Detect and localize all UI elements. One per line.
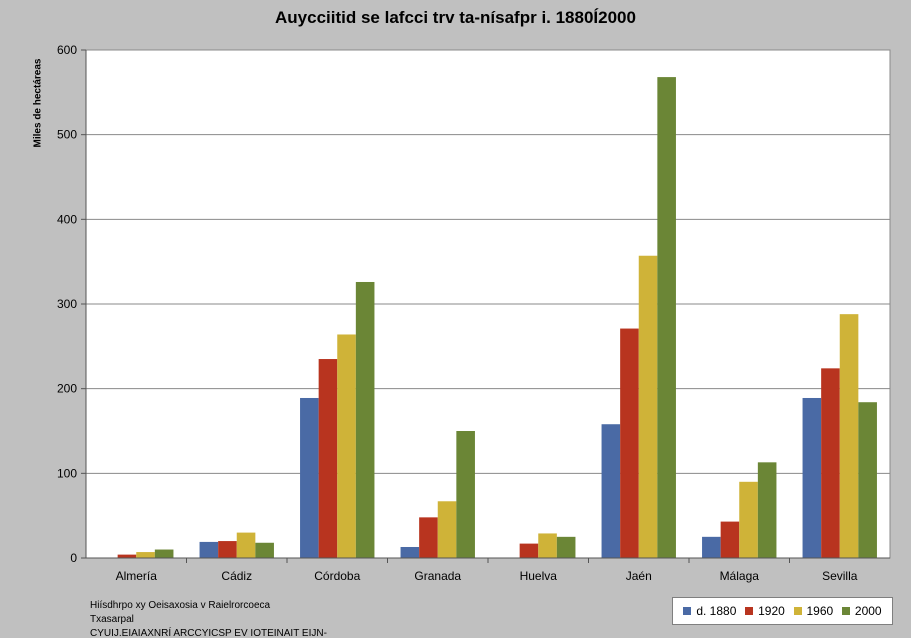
bar xyxy=(154,549,174,558)
bar xyxy=(601,424,621,558)
bar xyxy=(538,533,557,558)
y-tick-label: 200 xyxy=(57,382,77,396)
legend-swatch xyxy=(841,607,850,615)
bar xyxy=(556,536,576,558)
bar xyxy=(519,543,539,558)
legend-item: 1920 xyxy=(745,604,785,618)
legend-item: 2000 xyxy=(841,604,882,618)
bar xyxy=(117,554,137,558)
bar xyxy=(739,481,758,558)
bar xyxy=(757,462,777,558)
bar xyxy=(236,532,256,558)
legend-item: d. 1880 xyxy=(683,604,736,618)
legend-label: 2000 xyxy=(854,604,882,618)
bar xyxy=(300,397,319,558)
legend: d. 1880 1920 1960 2000 xyxy=(672,597,893,625)
x-tick-label: Huelva xyxy=(520,569,558,583)
bar xyxy=(318,359,338,558)
bar xyxy=(218,541,237,558)
bar xyxy=(802,397,822,558)
bar xyxy=(437,501,457,558)
x-tick-label: Almería xyxy=(116,569,158,583)
legend-label: 1960 xyxy=(806,604,834,618)
bar xyxy=(355,281,375,558)
x-tick-label: Córdoba xyxy=(314,569,360,583)
bar xyxy=(199,541,219,558)
bar xyxy=(839,314,859,558)
x-tick-label: Málaga xyxy=(720,569,760,583)
legend-label: 1920 xyxy=(758,604,785,618)
source-line-1: Hiísdhrpo xy Oeisaxosia v Raielrorcoeca xyxy=(90,600,271,611)
bar xyxy=(337,334,356,558)
x-tick-label: Granada xyxy=(414,569,461,583)
bar xyxy=(821,368,840,558)
bar xyxy=(456,431,475,558)
legend-swatch xyxy=(745,607,754,615)
bar xyxy=(620,328,639,558)
y-tick-label: 0 xyxy=(70,551,77,565)
legend-swatch xyxy=(683,607,692,615)
source-line-2: Txasarpal xyxy=(90,614,134,625)
legend-swatch xyxy=(793,607,802,615)
source-line-3: CYUIJ.EIAIAXNRÍ ARCCYICSP EV IOTEINAIT E… xyxy=(90,628,327,638)
bar xyxy=(720,521,740,558)
y-tick-label: 600 xyxy=(57,43,77,57)
chart-title: Auycciitid se lafcci trv ta-nísafpr i. 1… xyxy=(275,8,636,27)
legend-item: 1960 xyxy=(793,604,834,618)
y-tick-label: 100 xyxy=(57,466,77,480)
x-tick-label: Jaén xyxy=(626,569,652,583)
y-tick-label: 400 xyxy=(57,212,77,226)
bar xyxy=(858,402,877,558)
bar xyxy=(400,546,420,558)
bar xyxy=(657,77,676,559)
source-note: Hiísdhrpo xy Oeisaxosia v Raielrorcoeca … xyxy=(90,599,420,638)
bar xyxy=(702,536,721,558)
legend-label: d. 1880 xyxy=(696,604,737,618)
bar xyxy=(136,552,155,558)
y-tick-label: 300 xyxy=(57,297,77,311)
bar xyxy=(255,542,274,558)
x-tick-label: Sevilla xyxy=(822,569,858,583)
x-tick-label: Cádiz xyxy=(221,569,252,583)
bar xyxy=(419,517,438,558)
y-tick-label: 500 xyxy=(57,128,77,142)
bar xyxy=(638,255,658,559)
